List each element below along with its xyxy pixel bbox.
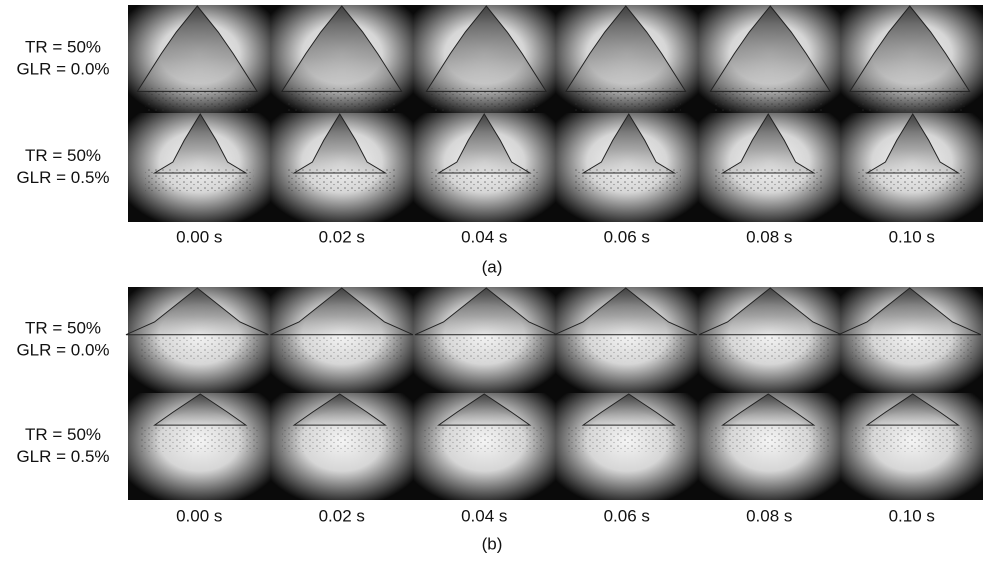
row-label: GLR = 0.5% (16, 168, 109, 187)
droplets (567, 335, 687, 362)
spray-image (126, 287, 271, 393)
spray-image (271, 393, 414, 500)
row-label: TR = 50% (25, 318, 101, 337)
spray-image (556, 113, 699, 222)
droplets (852, 425, 972, 452)
spray-image (698, 287, 842, 393)
droplets (282, 335, 402, 362)
row-label: TR = 50% (25, 37, 101, 56)
row-label: TR = 50% (25, 425, 101, 444)
spray-image (413, 393, 556, 500)
time-label: 0.04 s (461, 506, 507, 525)
time-label: 0.08 s (746, 506, 792, 525)
time-label: 0.02 s (319, 506, 365, 525)
time-label: 0.04 s (461, 227, 507, 246)
spray-image (413, 113, 556, 222)
droplets (424, 335, 544, 362)
panel-caption: (b) (482, 534, 503, 553)
row-label: GLR = 0.0% (16, 59, 109, 78)
row-label: TR = 50% (25, 146, 101, 165)
panel-caption: (a) (482, 257, 503, 276)
spray-image (271, 113, 414, 222)
spray-image (841, 5, 983, 113)
droplets (709, 335, 829, 362)
time-label: 0.00 s (176, 506, 222, 525)
spray-image (698, 393, 841, 500)
droplets (424, 425, 544, 452)
row-label: GLR = 0.0% (16, 340, 109, 359)
row-label: GLR = 0.5% (16, 447, 109, 466)
time-label: 0.10 s (889, 227, 935, 246)
droplets (282, 425, 402, 452)
spray-image (556, 5, 699, 113)
time-label: 0.06 s (604, 227, 650, 246)
time-label: 0.10 s (889, 506, 935, 525)
droplets (852, 335, 972, 362)
spray-image (841, 393, 983, 500)
spray-image (271, 5, 414, 113)
droplets (567, 425, 687, 452)
spray-image (841, 113, 983, 222)
spray-image (128, 393, 271, 500)
spray-image (413, 5, 556, 113)
spray-image (413, 287, 558, 393)
spray-image (698, 5, 841, 113)
spray-image (555, 287, 699, 393)
time-label: 0.00 s (176, 227, 222, 246)
droplets (139, 335, 259, 362)
spray-image (556, 393, 699, 500)
spray-image (128, 113, 271, 222)
droplets (709, 425, 829, 452)
time-label: 0.08 s (746, 227, 792, 246)
droplets (139, 425, 259, 452)
spray-image (698, 113, 841, 222)
time-label: 0.02 s (319, 227, 365, 246)
time-label: 0.06 s (604, 506, 650, 525)
spray-image (128, 5, 271, 113)
spray-image (271, 287, 414, 393)
spray-image (839, 287, 983, 393)
